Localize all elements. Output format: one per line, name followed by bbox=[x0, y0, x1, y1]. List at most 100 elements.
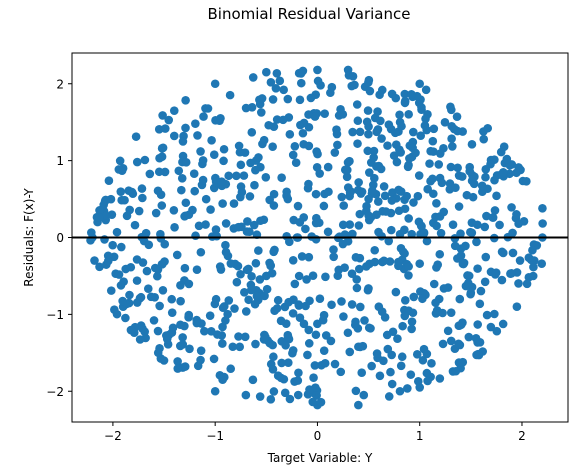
data-point bbox=[137, 184, 147, 193]
data-point bbox=[285, 130, 295, 139]
data-point bbox=[354, 264, 364, 274]
data-point bbox=[409, 198, 418, 207]
data-point bbox=[403, 162, 413, 172]
data-point bbox=[412, 350, 422, 359]
data-point bbox=[240, 288, 249, 297]
data-point bbox=[158, 143, 168, 153]
data-point bbox=[377, 231, 386, 241]
data-point bbox=[259, 215, 269, 225]
data-point bbox=[217, 177, 227, 186]
data-point bbox=[447, 134, 456, 144]
data-point bbox=[269, 122, 279, 131]
data-point bbox=[247, 128, 257, 137]
data-point bbox=[304, 122, 314, 132]
data-point bbox=[347, 300, 357, 309]
data-point bbox=[229, 199, 239, 208]
data-point bbox=[246, 280, 256, 290]
data-point bbox=[126, 325, 136, 335]
data-point bbox=[266, 77, 276, 87]
data-point bbox=[407, 229, 417, 239]
data-point bbox=[522, 279, 532, 289]
data-point bbox=[395, 110, 404, 120]
data-point bbox=[275, 76, 285, 86]
data-point bbox=[303, 350, 312, 360]
data-point bbox=[181, 198, 191, 208]
data-point bbox=[407, 324, 416, 334]
data-point bbox=[265, 258, 274, 268]
data-point bbox=[313, 65, 322, 75]
data-point bbox=[178, 333, 187, 342]
data-point bbox=[377, 85, 387, 95]
data-point bbox=[259, 335, 269, 344]
data-point bbox=[190, 186, 200, 196]
data-point bbox=[425, 159, 434, 168]
data-point bbox=[158, 286, 168, 295]
data-point bbox=[421, 114, 430, 124]
data-point bbox=[241, 390, 251, 400]
data-point bbox=[402, 191, 412, 201]
data-point bbox=[348, 127, 357, 137]
data-point bbox=[309, 373, 318, 383]
data-point bbox=[248, 375, 258, 385]
data-point bbox=[181, 95, 190, 105]
data-point bbox=[318, 315, 328, 325]
data-point bbox=[512, 302, 522, 311]
data-point bbox=[284, 358, 293, 367]
data-point bbox=[185, 344, 194, 354]
data-point bbox=[465, 167, 475, 176]
data-point bbox=[359, 390, 369, 400]
data-point bbox=[379, 182, 389, 191]
data-point bbox=[236, 182, 246, 191]
data-point bbox=[363, 106, 373, 115]
data-point bbox=[310, 361, 320, 370]
data-point bbox=[257, 108, 266, 117]
data-point bbox=[144, 240, 154, 250]
data-point bbox=[320, 109, 330, 118]
data-point bbox=[169, 205, 179, 215]
data-point bbox=[338, 220, 348, 230]
data-point bbox=[192, 318, 202, 328]
data-point bbox=[348, 71, 358, 81]
data-point bbox=[355, 209, 365, 219]
data-point bbox=[210, 386, 220, 396]
data-point bbox=[138, 258, 148, 267]
data-point bbox=[360, 316, 369, 325]
data-point bbox=[376, 116, 385, 126]
data-point bbox=[473, 320, 483, 329]
data-point bbox=[409, 292, 419, 302]
data-point bbox=[387, 350, 396, 360]
data-point bbox=[298, 128, 308, 138]
data-point bbox=[196, 247, 206, 257]
data-point bbox=[418, 294, 427, 304]
data-point bbox=[268, 142, 277, 152]
data-point bbox=[490, 206, 500, 215]
data-point bbox=[395, 386, 405, 396]
data-point bbox=[104, 256, 113, 266]
data-point bbox=[416, 221, 426, 230]
data-point bbox=[340, 263, 349, 273]
data-point bbox=[121, 313, 130, 323]
data-point bbox=[302, 275, 311, 284]
data-point bbox=[480, 277, 490, 287]
data-point bbox=[398, 247, 408, 257]
data-point bbox=[367, 186, 377, 195]
data-point bbox=[354, 221, 364, 230]
data-point bbox=[170, 223, 179, 232]
data-point bbox=[446, 162, 456, 172]
y-axis-label: Residuals: F(x)-Y bbox=[22, 188, 36, 287]
data-point bbox=[261, 173, 271, 182]
data-point bbox=[390, 128, 400, 138]
data-point bbox=[384, 236, 394, 246]
data-point bbox=[457, 172, 467, 181]
data-point bbox=[213, 330, 222, 339]
y-tick-label: −1 bbox=[46, 308, 64, 322]
data-point bbox=[158, 111, 167, 120]
data-point bbox=[400, 296, 410, 305]
data-point bbox=[439, 284, 449, 293]
data-point bbox=[193, 131, 202, 140]
data-point bbox=[329, 252, 339, 262]
data-point bbox=[203, 104, 213, 113]
data-point bbox=[108, 240, 117, 250]
data-point bbox=[452, 112, 462, 121]
data-point bbox=[492, 326, 502, 336]
